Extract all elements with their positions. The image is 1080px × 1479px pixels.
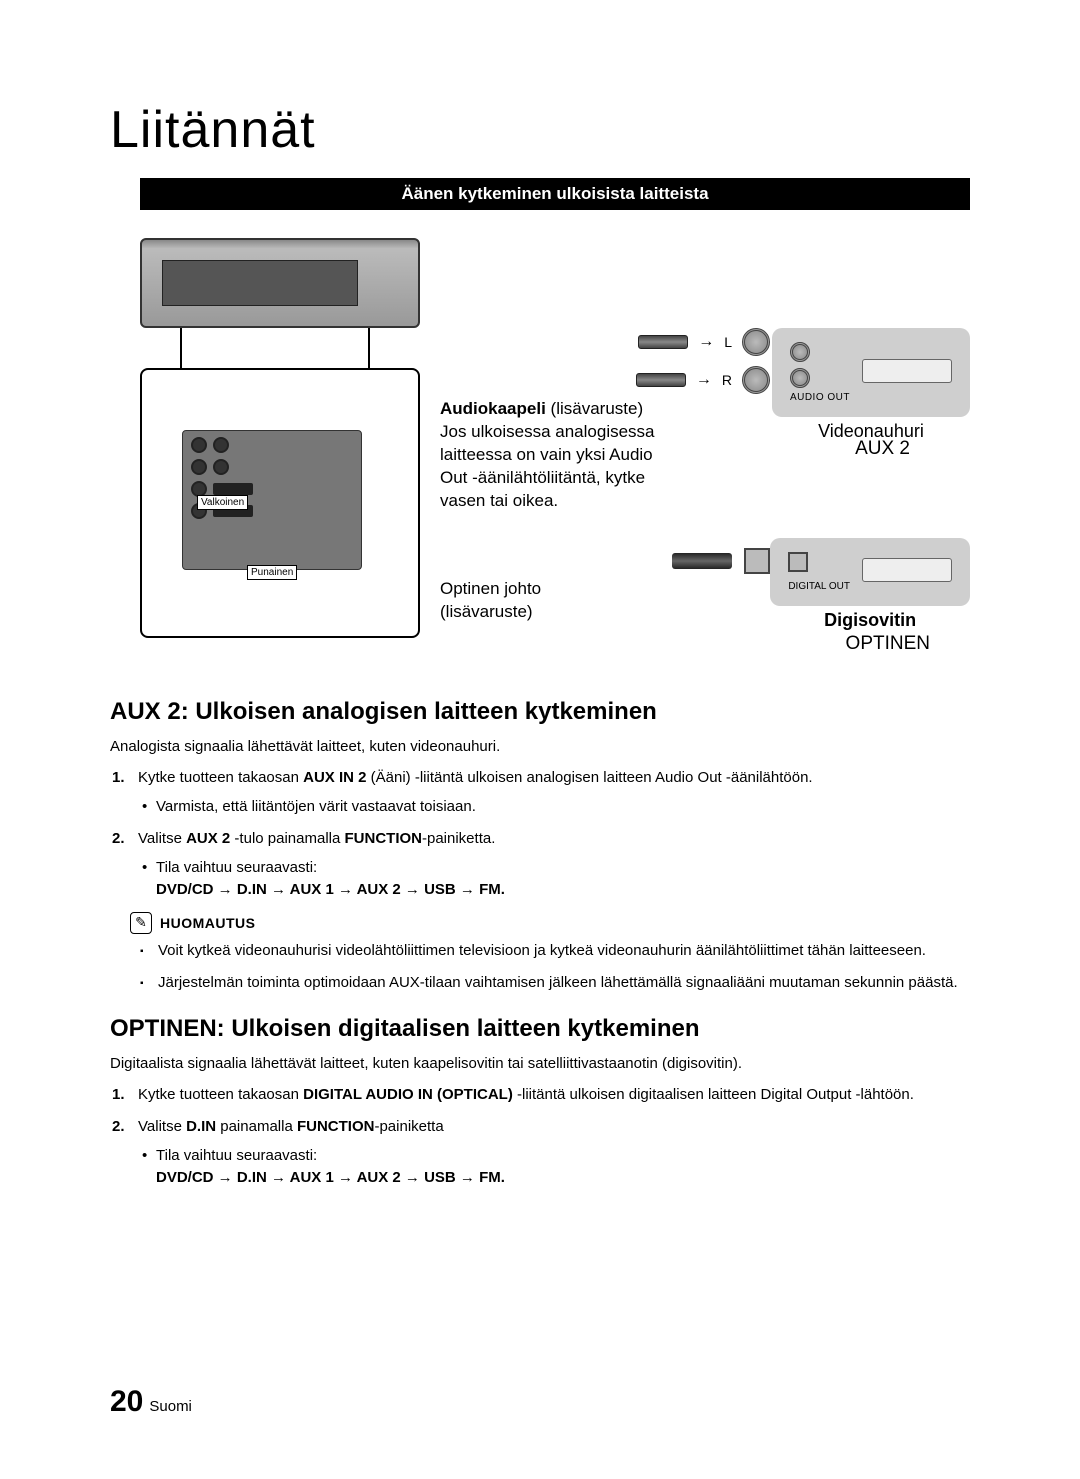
s1-step1-bullet: Varmista, että liitäntöjen värit vastaav…	[156, 796, 970, 819]
s2-step2: 2. Valitse D.IN painamalla FUNCTION-pain…	[138, 1116, 970, 1190]
s1-step2: 2. Valitse AUX 2 -tulo painamalla FUNCTI…	[138, 828, 970, 902]
bottom-unit: Valkoinen Punainen	[140, 368, 420, 638]
section2-heading: OPTINEN: Ulkoisen digitaalisen laitteen …	[110, 1015, 970, 1043]
stb-device: DIGITAL OUT Digisovitin	[770, 538, 970, 631]
aux2-label: AUX 2	[855, 438, 910, 460]
s2-step2-bullet: Tila vaihtuu seuraavasti: DVD/CD → D.IN …	[156, 1145, 970, 1190]
section-banner: Äänen kytkeminen ulkoisista laitteista	[140, 178, 970, 210]
optical-cable-text: Optinen johto (lisävaruste)	[440, 578, 541, 624]
note-icon: ✎	[130, 912, 152, 934]
label-white: Valkoinen	[197, 495, 248, 510]
connection-diagram: Valkoinen Punainen → L → R	[110, 238, 970, 668]
label-red: Punainen	[247, 565, 297, 580]
audio-out-caps: AUDIO OUT	[790, 392, 850, 403]
page-number: 20Suomi	[110, 1385, 192, 1419]
s2-step1: 1. Kytke tuotteen takaosan DIGITAL AUDIO…	[138, 1084, 970, 1107]
s1-step1: 1. Kytke tuotteen takaosan AUX IN 2 (Ään…	[138, 767, 970, 818]
note1: Voit kytkeä videonauhurisi videolähtölii…	[158, 940, 970, 963]
note2: Järjestelmän toiminta optimoidaan AUX-ti…	[158, 972, 970, 995]
page-title: Liitännät	[110, 100, 970, 160]
optinen-label: OPTINEN	[846, 633, 930, 655]
section2-intro: Digitaalista signaalia lähettävät laitte…	[110, 1055, 970, 1072]
top-unit	[140, 238, 420, 328]
audio-cable-text: Audiokaapeli (lisävaruste) Jos ulkoisess…	[440, 398, 680, 513]
section1-intro: Analogista signaalia lähettävät laitteet…	[110, 738, 970, 755]
section1-heading: AUX 2: Ulkoisen analogisen laitteen kytk…	[110, 698, 970, 726]
note-title: HUOMAUTUS	[160, 915, 256, 931]
stb-label: Digisovitin	[824, 610, 916, 631]
l-label: L	[724, 334, 732, 350]
vcr-device: AUDIO OUT Videonauhuri	[772, 328, 970, 442]
digital-out-caps: DIGITAL OUT	[788, 581, 850, 592]
s1-step2-bullet: Tila vaihtuu seuraavasti: DVD/CD → D.IN …	[156, 857, 970, 902]
s2-sequence: DVD/CD → D.IN → AUX 1 → AUX 2 → USB → FM…	[156, 1169, 505, 1186]
r-label: R	[722, 372, 732, 388]
s1-sequence: DVD/CD → D.IN → AUX 1 → AUX 2 → USB → FM…	[156, 881, 505, 898]
